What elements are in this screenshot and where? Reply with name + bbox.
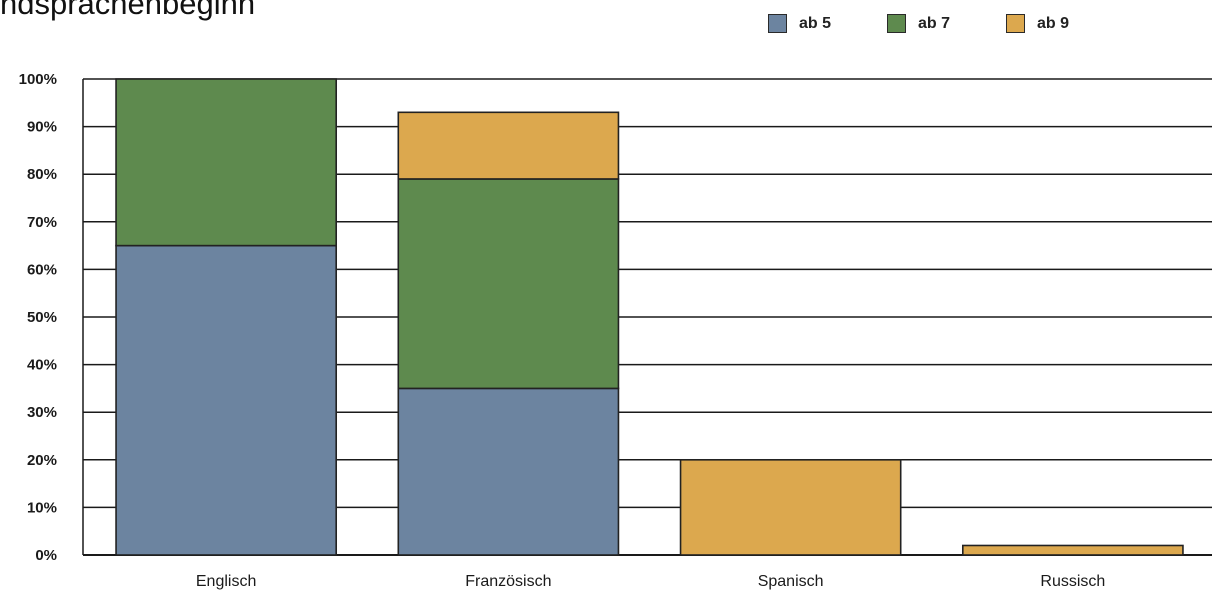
y-tick-label-1: 10% <box>27 499 57 516</box>
legend-label-ab7: ab 7 <box>918 14 951 32</box>
chart-title: ndsprachenbeginn <box>0 0 256 21</box>
legend-label-ab9: ab 9 <box>1037 14 1070 32</box>
legend-swatch-ab5 <box>768 14 787 33</box>
y-tick-label-9: 90% <box>27 119 57 136</box>
x-tick-label-3: Russisch <box>1040 573 1105 590</box>
bar-englisch-ab7 <box>115 78 338 247</box>
y-tick-label-3: 30% <box>27 404 57 421</box>
x-tick-label-0: Englisch <box>196 573 256 590</box>
legend-label-ab5: ab 5 <box>799 14 832 32</box>
bar-russisch-ab9 <box>961 544 1184 556</box>
x-tick-label-1: Französisch <box>465 573 551 590</box>
bar-englisch-ab5 <box>115 244 338 556</box>
legend-item-ab7: ab 7 <box>887 14 950 33</box>
y-tick-label-5: 50% <box>27 309 57 326</box>
y-tick-label-8: 80% <box>27 166 57 183</box>
bar-französisch-ab5 <box>397 387 620 556</box>
y-tick-label-7: 70% <box>27 214 57 231</box>
bar-spanisch-ab9 <box>679 458 902 556</box>
y-tick-label-10: 100% <box>19 71 57 88</box>
y-tick-label-2: 20% <box>27 452 57 469</box>
y-tick-label-4: 40% <box>27 357 57 374</box>
y-tick-label-0: 0% <box>35 547 57 564</box>
bar-französisch-ab7 <box>397 178 620 390</box>
bar-französisch-ab9 <box>397 111 620 180</box>
y-tick-label-6: 60% <box>27 261 57 278</box>
x-tick-label-2: Spanisch <box>758 573 824 590</box>
legend-item-ab5: ab 5 <box>768 14 831 33</box>
legend-swatch-ab9 <box>1006 14 1026 33</box>
legend: ab 5 ab 7 ab 9 <box>768 14 1125 33</box>
legend-item-ab9: ab 9 <box>1006 14 1069 33</box>
legend-swatch-ab7 <box>887 14 907 33</box>
